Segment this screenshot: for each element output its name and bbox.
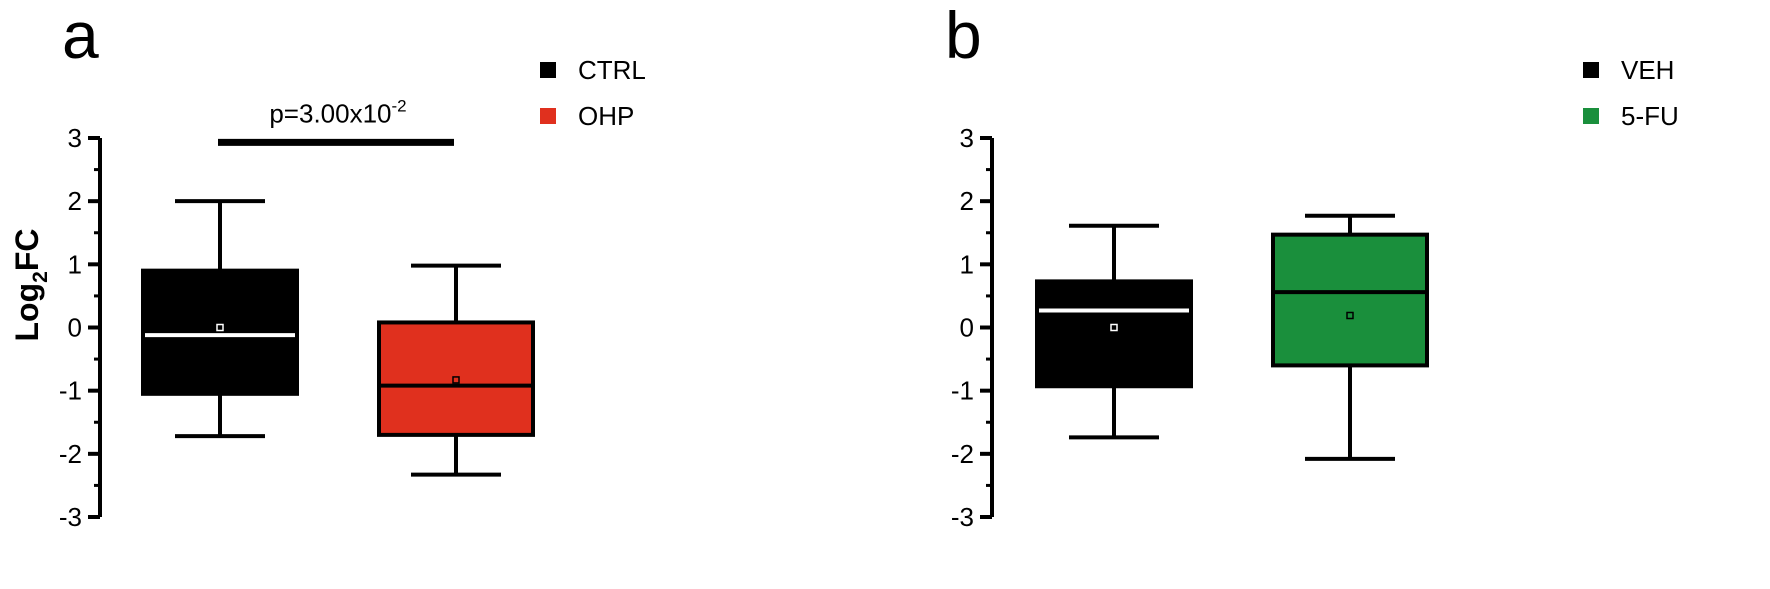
mean-marker [216,323,224,332]
p-value-label: p=3.00x10-2 [269,96,406,128]
y-tick-label: -2 [951,439,974,469]
y-axis-label: Log2FC [9,229,52,342]
box-5-fu [1271,213,1429,461]
box-ohp [377,263,535,477]
box-iqr [1271,232,1429,368]
box-ctrl [141,199,299,439]
y-tick-label: 1 [68,249,82,279]
legend-swatch [1583,108,1599,124]
box-iqr [141,268,299,396]
y-axis-label-main: Log [9,283,45,342]
y-axis-label-rest: FC [9,229,45,272]
box-iqr [1035,279,1193,389]
y-tick-label: -1 [59,376,82,406]
y-tick-label: 3 [68,123,82,153]
y-tick-label: 0 [68,313,82,343]
y-tick-label: 3 [960,123,974,153]
panel-b: b -3 -2 -1 0 1 2 3 VEH 5-FU [945,0,1679,532]
legend-swatch [540,62,556,78]
mean-marker [1346,311,1354,320]
legend-label: 5-FU [1621,101,1679,131]
y-tick-label: 2 [960,186,974,216]
y-tick-label: -2 [59,439,82,469]
y-axis-label-sub: 2 [29,271,52,283]
legend-label: OHP [578,101,634,131]
legend-swatch [540,108,556,124]
y-tick-label: -3 [59,502,82,532]
legend-label: CTRL [578,55,646,85]
p-value-main: p=3.00x10 [269,98,391,128]
legend-swatch [1583,62,1599,78]
y-tick-label: 0 [960,313,974,343]
mean-marker [1110,323,1118,332]
y-tick-label: 2 [68,186,82,216]
panel-letter: a [62,0,99,72]
mean-marker [452,376,460,384]
y-tick-label: 1 [960,249,974,279]
legend-label: VEH [1621,55,1674,85]
y-tick-label: -1 [951,376,974,406]
panel-letter: b [945,0,982,72]
p-value-exponent: -2 [392,96,407,115]
box-veh [1035,223,1193,440]
y-tick-label: -3 [951,502,974,532]
